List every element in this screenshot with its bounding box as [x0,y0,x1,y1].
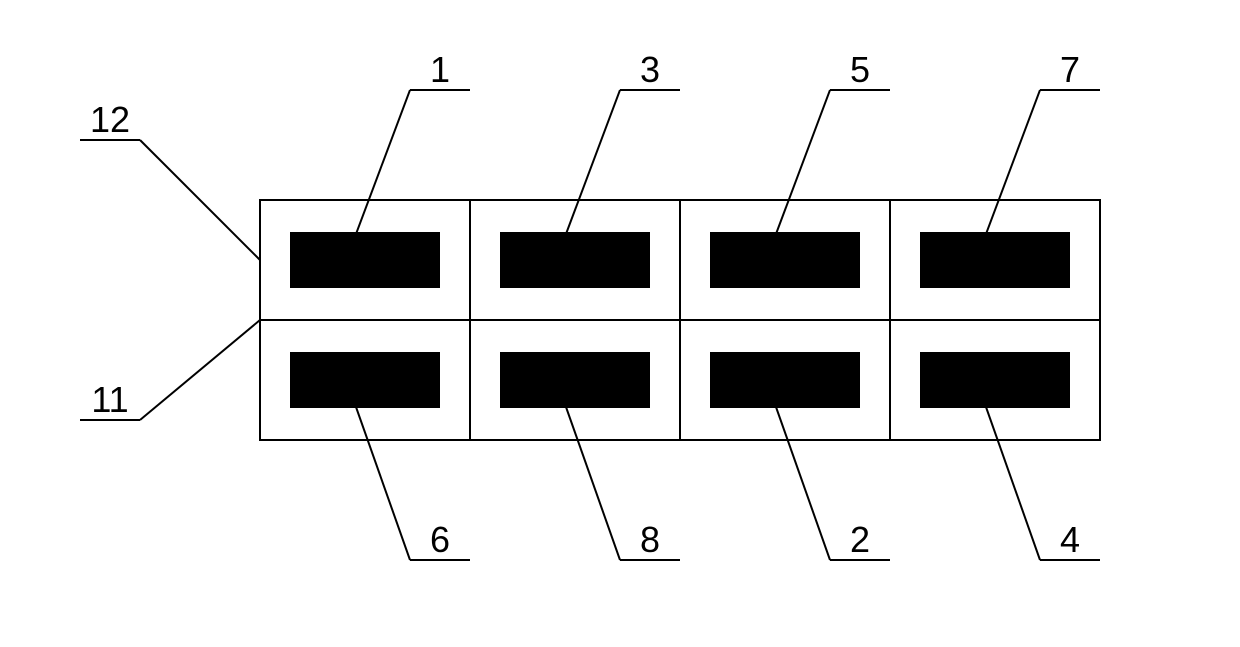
leader-top-0 [350,90,410,250]
label-bottom-3: 4 [1060,519,1080,560]
leader-bottom-2 [770,390,830,560]
label-bottom-0: 6 [430,519,450,560]
label-bottom-2: 2 [850,519,870,560]
leader-top-2 [770,90,830,250]
leader-bottom-1 [560,390,620,560]
label-bottom-1: 8 [640,519,660,560]
label-top-2: 5 [850,49,870,90]
label-top-3: 7 [1060,49,1080,90]
inner-block-r0-c2 [710,232,860,288]
inner-block-r1-c2 [710,352,860,408]
inner-block-r1-c1 [500,352,650,408]
label-left-0: 12 [90,99,130,140]
diagram-root: 1 3 5 7 6 8 2 4 12 11 [0,0,1240,647]
leader-top-1 [560,90,620,250]
leader-bottom-0 [350,390,410,560]
inner-block-r0-c0 [290,232,440,288]
inner-block-r0-c1 [500,232,650,288]
leader-bottom-3 [980,390,1040,560]
inner-block-r1-c0 [290,352,440,408]
leader-left-1 [140,320,260,420]
inner-block-r0-c3 [920,232,1070,288]
inner-block-r1-c3 [920,352,1070,408]
label-top-1: 3 [640,49,660,90]
leader-top-3 [980,90,1040,250]
label-left-1: 11 [91,379,128,420]
label-top-0: 1 [430,49,450,90]
leader-left-0 [140,140,260,260]
